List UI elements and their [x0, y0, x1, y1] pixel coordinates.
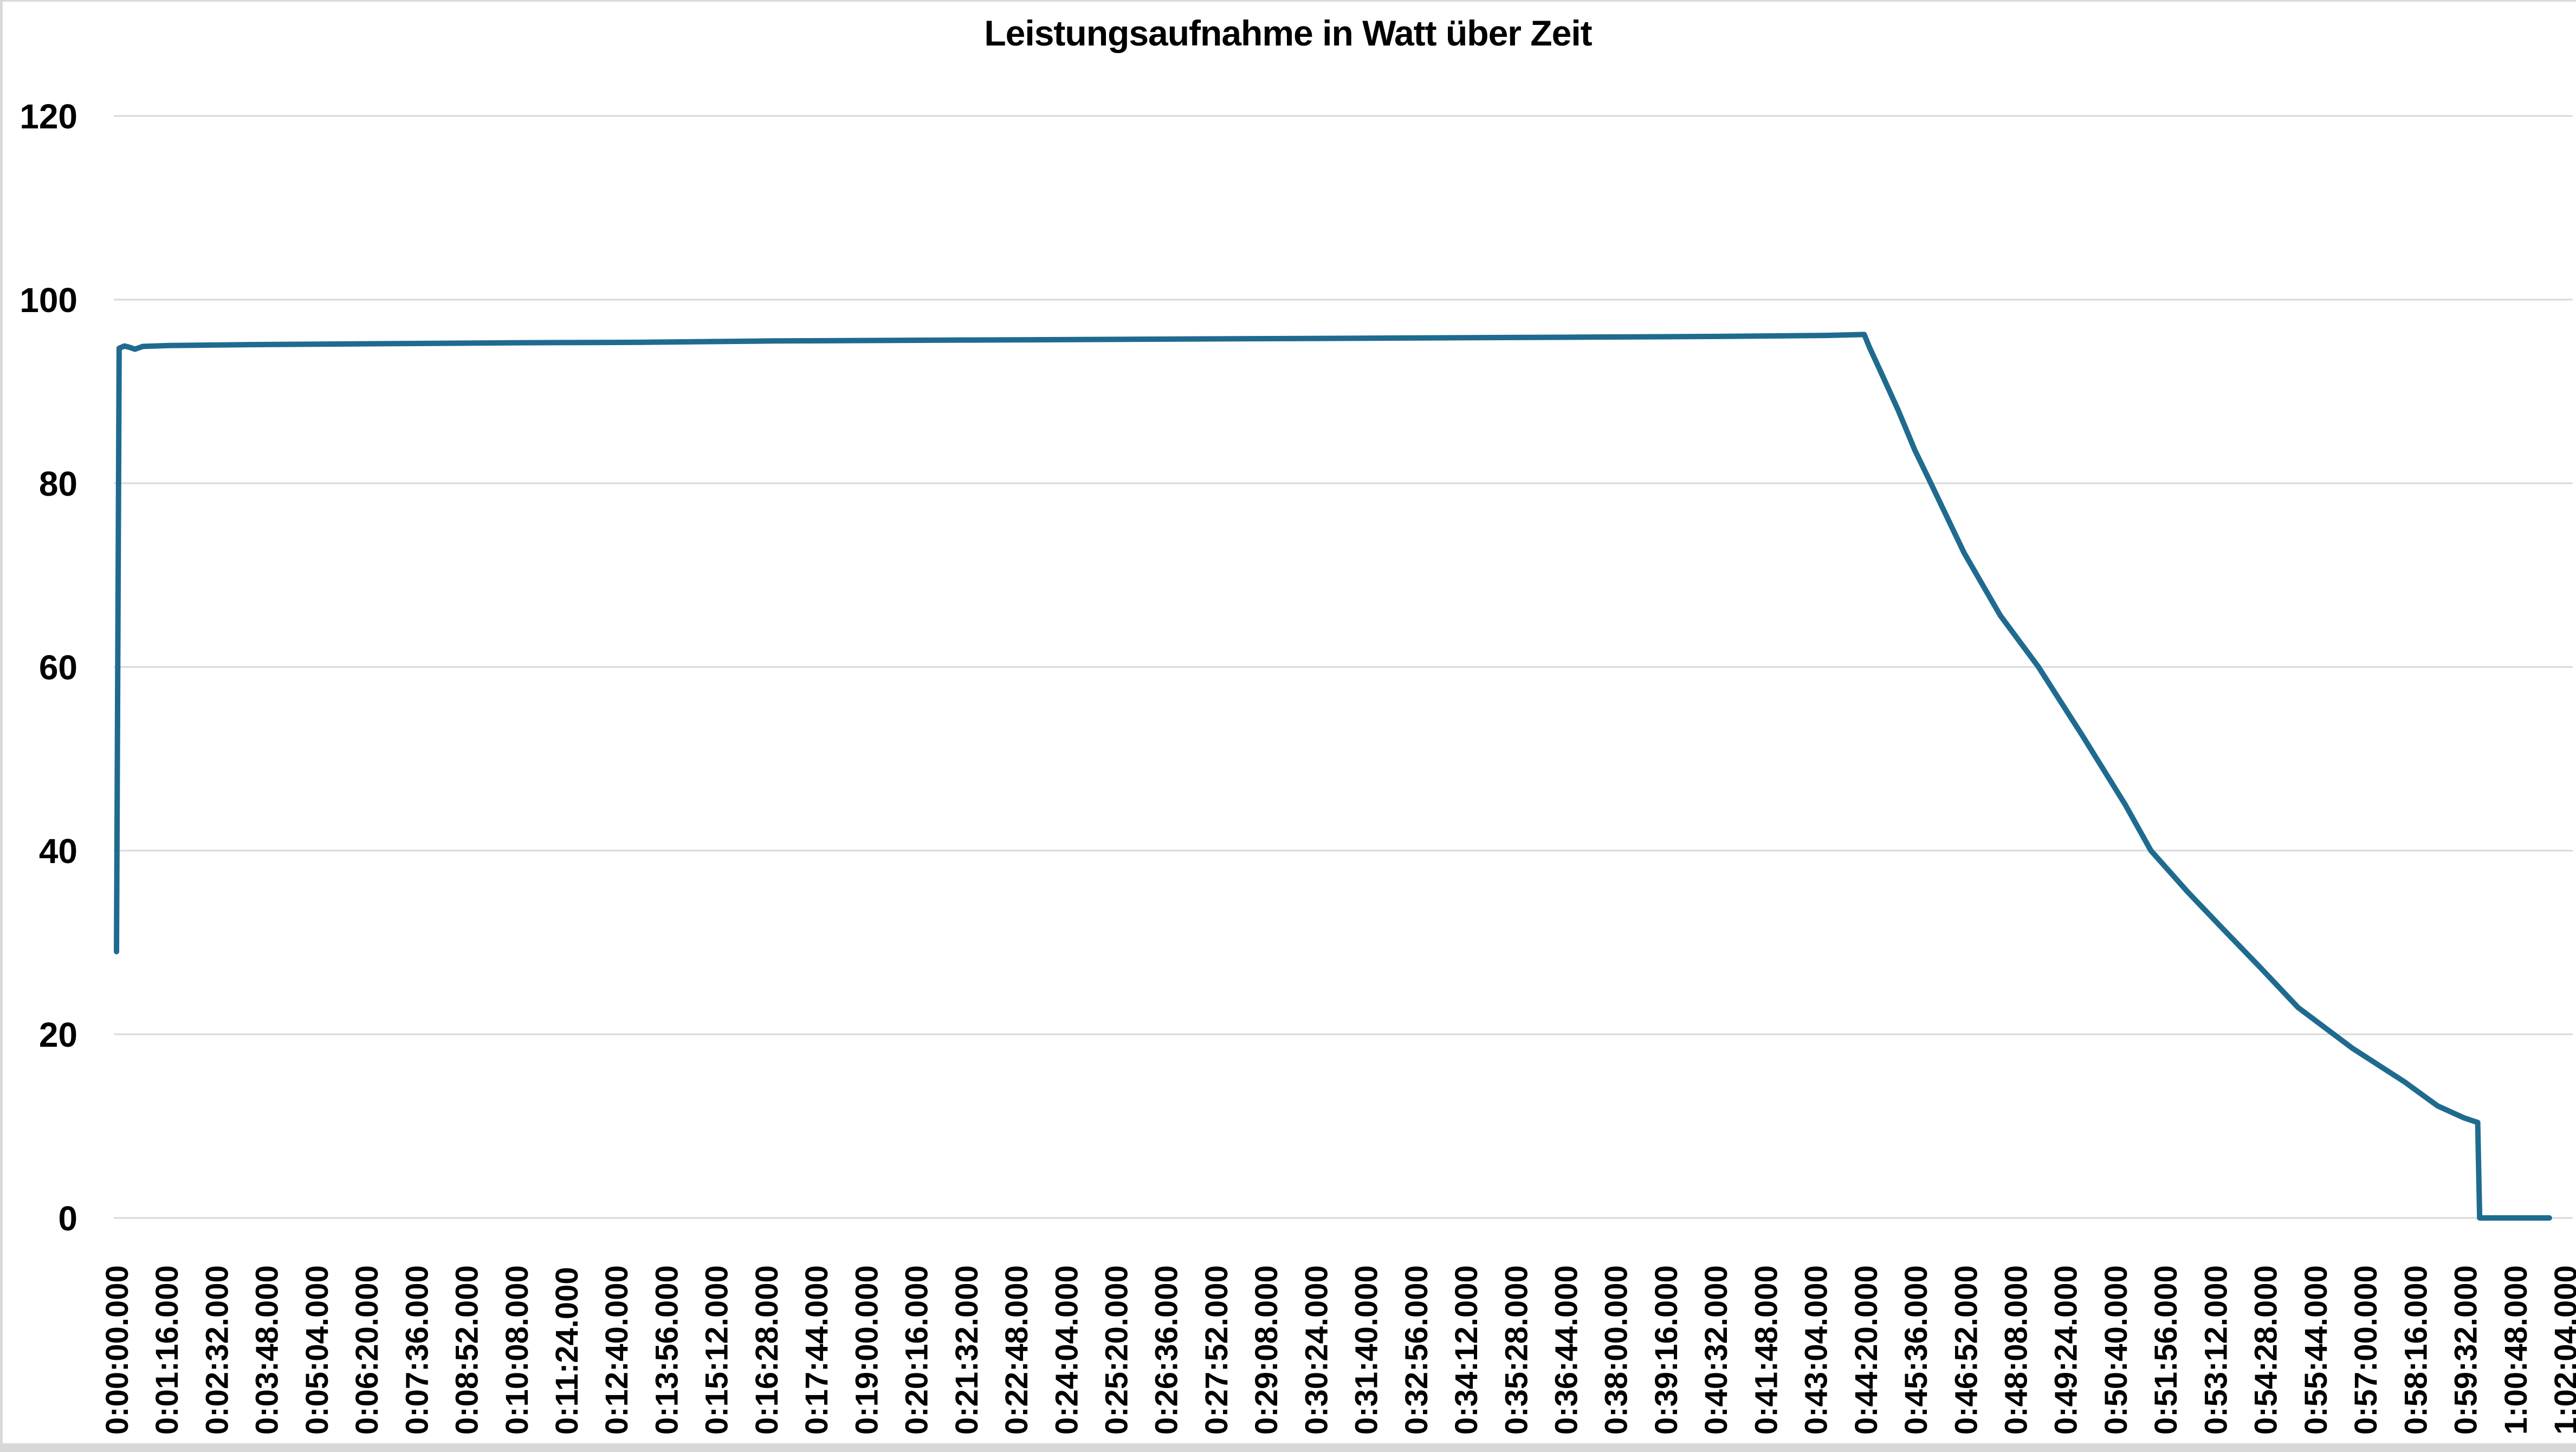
x-tick-label: 1:00:48.000 — [2499, 1265, 2534, 1435]
x-tick-label: 0:43:04.000 — [1799, 1265, 1834, 1435]
x-tick-label: 0:55:44.000 — [2299, 1265, 2334, 1435]
window-border-left — [0, 0, 3, 1452]
x-tick-label: 0:58:16.000 — [2398, 1265, 2433, 1435]
x-tick-label: 0:32:56.000 — [1399, 1265, 1434, 1435]
y-tick-label: 40 — [39, 832, 77, 871]
x-tick-label: 0:31:40.000 — [1349, 1265, 1384, 1435]
x-tick-label: 0:03:48.000 — [250, 1265, 285, 1435]
x-tick-label: 0:26:36.000 — [1149, 1265, 1185, 1435]
x-tick-label: 0:40:32.000 — [1699, 1265, 1734, 1435]
x-tick-label: 0:51:56.000 — [2148, 1265, 2184, 1435]
x-tick-label: 0:50:40.000 — [2099, 1265, 2134, 1435]
x-tick-label: 0:12:40.000 — [599, 1265, 635, 1435]
x-tick-label: 0:36:44.000 — [1549, 1265, 1584, 1435]
x-tick-label: 0:06:20.000 — [349, 1265, 385, 1435]
y-tick-label: 120 — [20, 97, 77, 136]
x-axis-labels: 0:00:00.000 0:01:16.000 0:02:32.000 0:03:48… — [100, 1265, 2576, 1435]
x-tick-label: 0:39:16.000 — [1649, 1265, 1684, 1435]
x-tick-label: 0:48:08.000 — [1999, 1265, 2034, 1435]
x-tick-label: 0:38:00.000 — [1599, 1265, 1634, 1435]
x-tick-label: 0:59:32.000 — [2449, 1265, 2484, 1435]
x-tick-label: 0:16:28.000 — [749, 1265, 785, 1435]
x-tick-label: 0:22:48.000 — [999, 1265, 1034, 1435]
y-tick-label: 0 — [58, 1199, 77, 1238]
x-tick-label: 0:01:16.000 — [150, 1265, 185, 1435]
x-tick-label: 0:02:32.000 — [199, 1265, 235, 1435]
x-tick-label: 0:05:04.000 — [300, 1265, 335, 1435]
x-tick-label: 0:45:36.000 — [1899, 1265, 1934, 1435]
x-tick-label: 0:07:36.000 — [399, 1265, 435, 1435]
y-tick-label: 100 — [20, 281, 77, 320]
x-tick-label: 0:19:00.000 — [849, 1265, 884, 1435]
x-tick-label: 0:30:24.000 — [1299, 1265, 1334, 1435]
x-tick-label: 0:20:16.000 — [899, 1265, 935, 1435]
y-tick-label: 80 — [39, 464, 77, 503]
x-tick-label: 0:57:00.000 — [2348, 1265, 2384, 1435]
y-tick-label: 60 — [39, 648, 77, 687]
x-tick-label: 0:00:00.000 — [100, 1265, 135, 1435]
x-tick-label: 0:53:12.000 — [2198, 1265, 2234, 1435]
x-tick-label: 0:15:12.000 — [700, 1265, 735, 1435]
x-tick-label: 0:49:24.000 — [2049, 1265, 2084, 1435]
x-tick-label: 0:35:28.000 — [1499, 1265, 1534, 1435]
x-tick-label: 0:10:08.000 — [500, 1265, 535, 1435]
x-tick-label: 0:29:08.000 — [1249, 1265, 1284, 1435]
x-tick-label: 0:27:52.000 — [1199, 1265, 1234, 1435]
x-tick-label: 0:08:52.000 — [450, 1265, 485, 1435]
x-tick-label: 0:11:24.000 — [549, 1267, 585, 1435]
x-tick-label: 1:02:04.000 — [2548, 1265, 2576, 1435]
x-tick-label: 0:25:20.000 — [1099, 1265, 1134, 1435]
gridlines — [114, 115, 2573, 1219]
x-tick-label: 0:13:56.000 — [649, 1265, 684, 1435]
x-tick-label: 0:24:04.000 — [1049, 1265, 1084, 1435]
window-border-top — [0, 0, 2576, 2]
x-tick-label: 0:21:32.000 — [949, 1265, 985, 1435]
series-lines — [114, 332, 2552, 1221]
y-axis-labels: 0 20 40 60 80 100 120 — [20, 97, 77, 1238]
window-bottom-bar — [0, 1443, 2576, 1452]
series-line-leistungsaufnahme — [114, 332, 2552, 1221]
x-tick-label: 0:54:28.000 — [2249, 1265, 2284, 1435]
y-tick-label: 20 — [39, 1015, 77, 1054]
x-tick-label: 0:34:12.000 — [1449, 1265, 1484, 1435]
x-tick-label: 0:41:48.000 — [1749, 1265, 1784, 1435]
x-tick-label: 0:17:44.000 — [799, 1265, 834, 1435]
chart-title: Leistungsaufnahme in Watt über Zeit — [984, 13, 1592, 53]
x-tick-label: 0:46:52.000 — [1949, 1265, 1984, 1435]
x-tick-label: 0:44:20.000 — [1849, 1265, 1884, 1435]
